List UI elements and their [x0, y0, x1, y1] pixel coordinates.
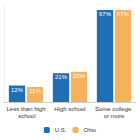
- svg-text:Some college: Some college: [95, 106, 133, 112]
- svg-text:22%: 22%: [73, 73, 86, 79]
- svg-text:67%: 67%: [99, 11, 112, 17]
- svg-text:21%: 21%: [55, 74, 68, 80]
- svg-text:or more: or more: [104, 113, 125, 119]
- svg-text:High school: High school: [54, 106, 85, 112]
- svg-text:school: school: [16, 113, 35, 119]
- svg-text:Less than high: Less than high: [6, 106, 45, 112]
- svg-text:67%: 67%: [117, 11, 130, 17]
- svg-text:12%: 12%: [11, 87, 24, 93]
- svg-text:11%: 11%: [29, 88, 41, 94]
- svg-text:Ohio: Ohio: [83, 127, 96, 133]
- svg-text:U.S.: U.S.: [55, 127, 67, 133]
